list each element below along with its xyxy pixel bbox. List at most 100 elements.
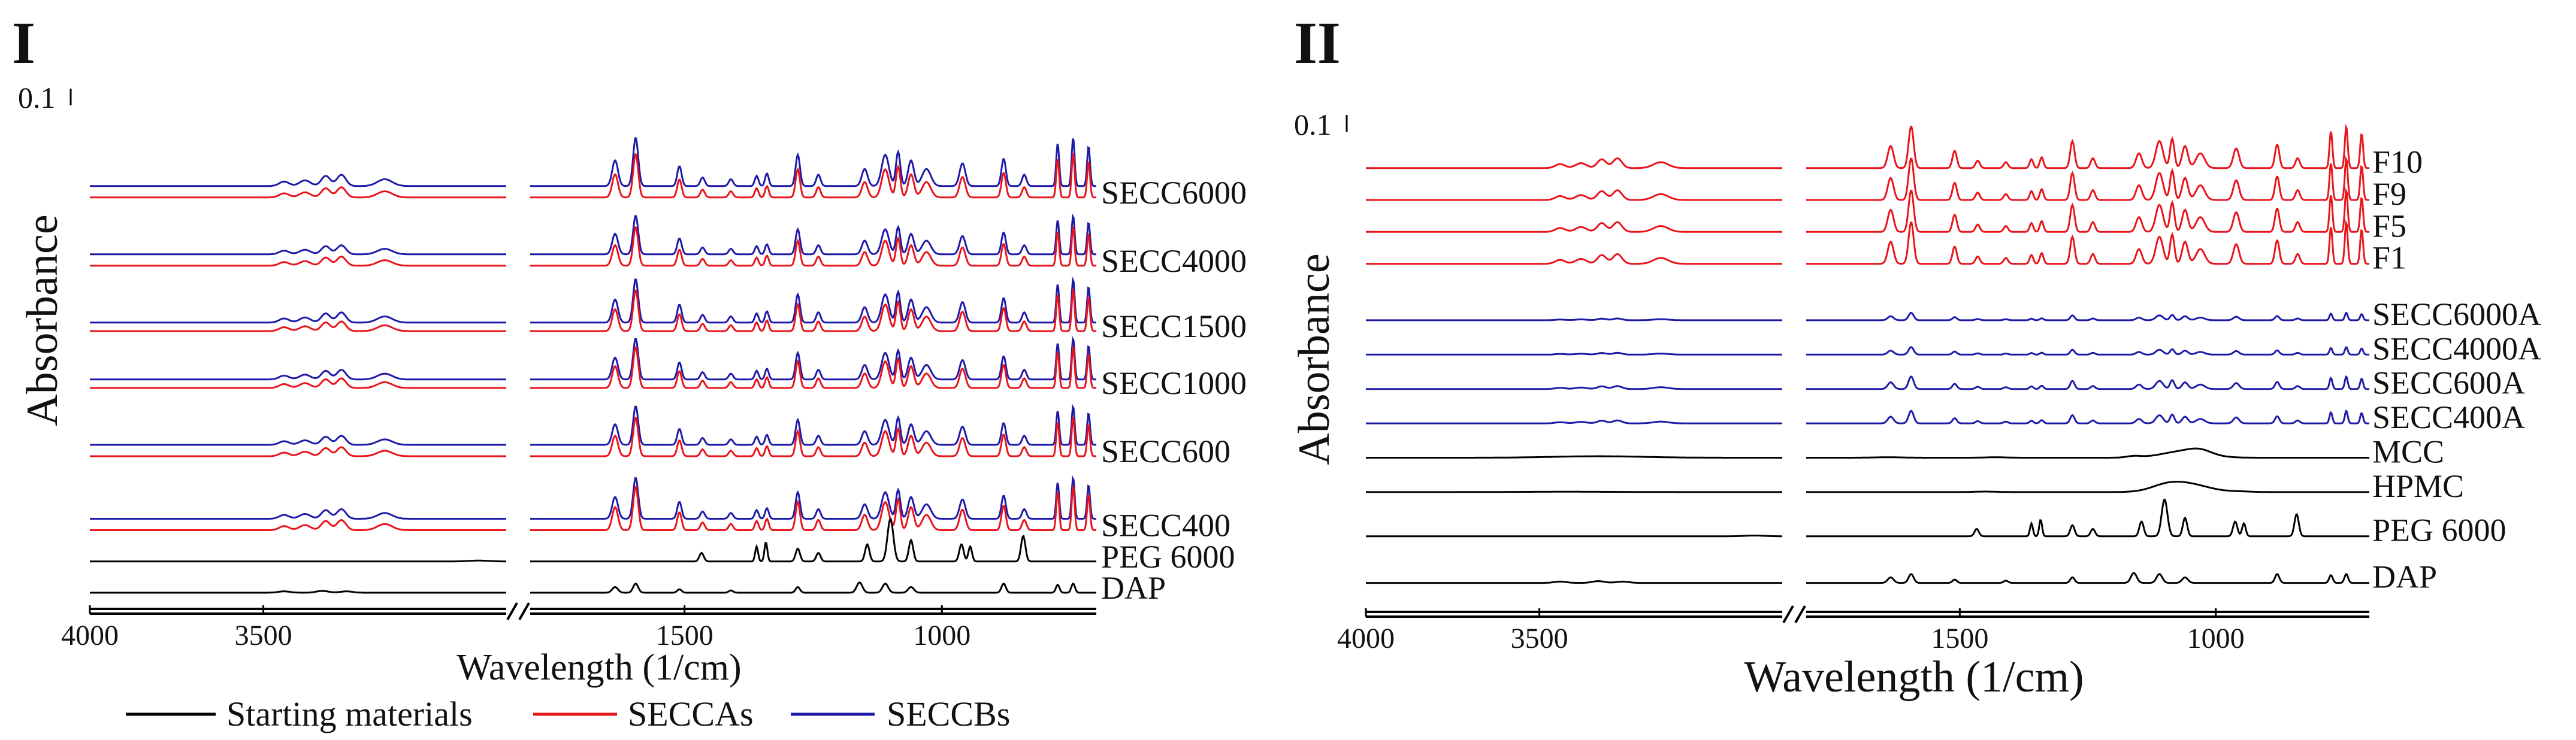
- spectrum-line-secc600-seccas-seg1: [530, 415, 1096, 457]
- spectrum-line-dap-starting-materials-seg0: [1366, 580, 1782, 584]
- spectrum-line-secc400-seccas-seg0: [90, 518, 506, 531]
- spectrum-line-secc4000-seccas-seg0: [90, 255, 506, 267]
- panel-I-legend: Starting materials SECCAs SECCBs: [126, 694, 1010, 733]
- series-label-f9: F9: [2372, 176, 2406, 212]
- panel-I-letter: I: [12, 10, 35, 76]
- spectrum-line-peg-6000-starting-materials-seg1: [1806, 499, 2369, 538]
- panel-II-letter: II: [1294, 10, 1341, 76]
- panel-I-x-axis: 4000 3500 1500 1000: [61, 602, 1096, 651]
- panel-II-y-axis-title: Absorbance: [1290, 253, 1339, 465]
- spectrum-line-secc1500-seccas-seg0: [90, 320, 506, 332]
- spectrum-line-hpmc-starting-materials-seg1: [1806, 481, 2369, 493]
- spectrum-line-secc600-seccbs-seg0: [90, 435, 506, 446]
- spectrum-line-secc4000-seccbs-seg1: [530, 213, 1096, 256]
- spectrum-line-secc6000-seccbs-seg0: [90, 174, 506, 187]
- panel-II-scale-label: 0.1: [1294, 108, 1332, 141]
- spectrum-line-secc1000-seccas-seg1: [530, 344, 1096, 389]
- panel-II: II 0.1 Absorbance Wavelength (1/cm) F10F…: [1290, 10, 2541, 702]
- spectrum-line-secc600a-seccbs-seg1: [1806, 375, 2369, 390]
- panel-I-series-labels: SECC6000 SECC4000 SECC1500 SECC1000 SECC600 S…: [1101, 175, 1247, 606]
- spectrum-line-mcc-starting-materials-seg1: [1806, 447, 2369, 459]
- spectrum-line-secc1000-seccbs-seg1: [530, 336, 1096, 381]
- spectrum-line-secc4000-seccbs-seg0: [90, 244, 506, 256]
- axis-break-mark-0: [506, 602, 518, 620]
- spectrum-line-f1-seccas-seg1: [1806, 219, 2369, 265]
- series-label-secc1500: SECC1500: [1101, 308, 1247, 344]
- spectrum-line-secc400-seccas-seg1: [530, 484, 1096, 531]
- spectrum-line-secc600-seccbs-seg1: [530, 404, 1096, 446]
- spectrum-line-f9-seccas-seg1: [1806, 155, 2369, 201]
- spectrum-line-f1-seccas-seg0: [1366, 253, 1782, 265]
- spectrum-line-secc6000a-seccbs-seg1: [1806, 311, 2369, 322]
- series-label-mcc: MCC: [2372, 434, 2444, 470]
- series-label-peg-6000: PEG 6000: [2372, 512, 2507, 548]
- panel-I: I 0.1 Absorbance Wavelength (1/cm) SECC6…: [12, 10, 1247, 688]
- series-label-f5: F5: [2372, 208, 2406, 244]
- spectrum-line-secc1000-seccbs-seg0: [90, 368, 506, 381]
- spectrum-line-f5-seccas-seg0: [1366, 221, 1782, 233]
- series-label-secc600a: SECC600A: [2372, 365, 2525, 401]
- spectrum-line-f10-seccas-seg0: [1366, 157, 1782, 169]
- series-label-f10: F10: [2372, 144, 2423, 180]
- series-label-dap: DAP: [1101, 570, 1166, 606]
- spectrum-line-secc1500-seccbs-seg0: [90, 311, 506, 324]
- spectrum-line-secc6000-seccbs-seg1: [530, 137, 1096, 187]
- series-label-secc4000a: SECC4000A: [2372, 330, 2541, 366]
- spectrum-line-peg-6000-starting-materials-seg0: [90, 559, 506, 563]
- axis-break-mark-0: [1782, 605, 1794, 623]
- spectrum-line-secc6000-seccas-seg1: [530, 151, 1096, 199]
- legend-label-seccas: SECCAs: [628, 694, 754, 733]
- spectrum-line-secc1000-seccas-seg0: [90, 377, 506, 389]
- series-label-secc600: SECC600: [1101, 433, 1230, 469]
- series-label-secc400a: SECC400A: [2372, 399, 2525, 435]
- panel-II-x-axis: 4000 3500 1500 1000: [1337, 605, 2369, 654]
- spectrum-line-f5-seccas-seg1: [1806, 187, 2369, 233]
- spectrum-line-secc400a-seccbs-seg0: [1366, 419, 1782, 424]
- series-label-secc400: SECC400: [1101, 508, 1230, 544]
- legend-label-seccbs: SECCBs: [887, 694, 1010, 733]
- x-tick-label-1000: 1000: [913, 620, 970, 651]
- series-label-peg-6000: PEG 6000: [1101, 539, 1235, 575]
- spectrum-line-secc4000a-seccbs-seg0: [1366, 351, 1782, 356]
- spectrum-line-f9-seccas-seg0: [1366, 189, 1782, 201]
- x-tick-label-4000: 4000: [1337, 623, 1395, 654]
- panel-I-x-axis-title: Wavelength (1/cm): [456, 647, 741, 688]
- spectrum-line-dap-starting-materials-seg0: [90, 590, 506, 594]
- series-label-secc1000: SECC1000: [1101, 365, 1247, 401]
- spectrum-line-secc1500-seccas-seg1: [530, 287, 1096, 332]
- spectrum-line-f10-seccas-seg1: [1806, 123, 2369, 169]
- panel-I-y-axis-title: Absorbance: [18, 214, 67, 426]
- x-tick-label-3500: 3500: [235, 620, 292, 651]
- spectrum-line-mcc-starting-materials-seg0: [1366, 455, 1782, 459]
- series-label-dap: DAP: [2372, 559, 2437, 595]
- spectrum-line-secc4000-seccas-seg1: [530, 225, 1096, 267]
- panel-II-series-layer: [1366, 123, 2369, 584]
- series-label-f1: F1: [2372, 240, 2406, 276]
- series-label-secc6000a: SECC6000A: [2372, 296, 2541, 332]
- x-tick-label-1000: 1000: [2187, 623, 2245, 654]
- x-tick-label-1500: 1500: [1931, 623, 1988, 654]
- panel-II-x-axis-title: Wavelength (1/cm): [1744, 653, 2084, 702]
- spectrum-line-secc400-seccbs-seg0: [90, 508, 506, 520]
- spectrum-line-secc6000-seccas-seg0: [90, 186, 506, 199]
- spectrum-line-dap-starting-materials-seg1: [530, 581, 1096, 594]
- spectrum-line-secc1500-seccbs-seg1: [530, 276, 1096, 324]
- spectrum-line-secc600a-seccbs-seg0: [1366, 385, 1782, 390]
- spectrum-line-secc400a-seccbs-seg1: [1806, 410, 2369, 424]
- spectrum-line-secc6000a-seccbs-seg0: [1366, 317, 1782, 322]
- x-tick-label-4000: 4000: [61, 620, 119, 651]
- spectrum-line-secc4000a-seccbs-seg1: [1806, 346, 2369, 356]
- legend-label-starting-materials: Starting materials: [226, 694, 473, 733]
- spectrum-line-peg-6000-starting-materials-seg1: [530, 518, 1096, 563]
- spectrum-line-dap-starting-materials-seg1: [1806, 572, 2369, 584]
- panel-I-series-layer: [90, 137, 1096, 594]
- axis-break-mark-1: [518, 602, 530, 620]
- spectrum-line-secc600-seccas-seg0: [90, 446, 506, 457]
- x-tick-label-1500: 1500: [656, 620, 713, 651]
- axis-break-mark-1: [1794, 605, 1806, 623]
- series-label-hpmc: HPMC: [2372, 468, 2464, 504]
- x-tick-label-3500: 3500: [1511, 623, 1568, 654]
- spectrum-line-secc400-seccbs-seg1: [530, 475, 1096, 520]
